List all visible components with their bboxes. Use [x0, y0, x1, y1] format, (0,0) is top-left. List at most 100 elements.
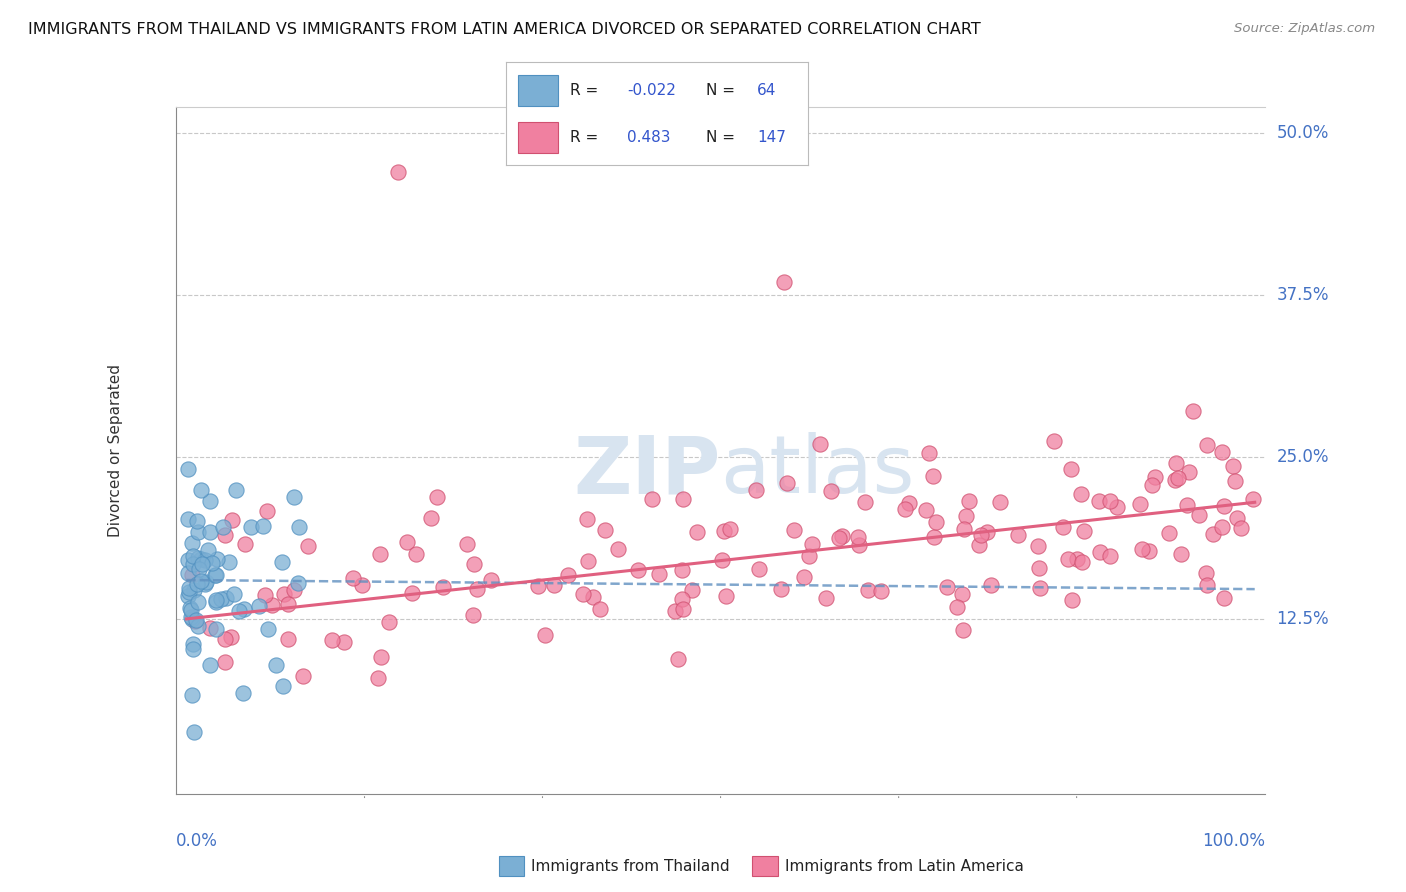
- Point: [1028, 561, 1050, 575]
- Text: N =: N =: [706, 130, 735, 145]
- Point: [575, 512, 598, 526]
- Point: [856, 583, 879, 598]
- Point: [420, 511, 443, 525]
- Point: [235, 537, 257, 551]
- Point: [955, 508, 977, 523]
- Point: [350, 578, 373, 592]
- Point: [193, 576, 215, 591]
- Point: [641, 491, 664, 506]
- Point: [176, 566, 198, 581]
- Point: [664, 604, 686, 618]
- Point: [1088, 493, 1111, 508]
- Point: [557, 568, 579, 582]
- Point: [183, 582, 205, 597]
- Point: [576, 554, 599, 568]
- Point: [198, 658, 221, 673]
- Point: [607, 541, 630, 556]
- Point: [814, 591, 837, 605]
- Point: [181, 557, 204, 571]
- Point: [666, 652, 689, 666]
- Point: [1170, 547, 1192, 561]
- Text: 147: 147: [756, 130, 786, 145]
- Point: [1066, 552, 1088, 566]
- Point: [593, 523, 616, 537]
- Point: [1202, 527, 1225, 541]
- Text: 0.0%: 0.0%: [176, 831, 218, 850]
- Text: 37.5%: 37.5%: [1277, 286, 1329, 304]
- Point: [180, 609, 202, 624]
- Point: [183, 614, 205, 628]
- Point: [716, 589, 738, 603]
- Point: [180, 603, 202, 617]
- Point: [1130, 542, 1153, 557]
- Point: [980, 578, 1002, 592]
- Point: [543, 577, 565, 591]
- Text: ZIP: ZIP: [574, 432, 721, 510]
- Point: [527, 579, 550, 593]
- Point: [671, 563, 693, 577]
- Point: [247, 599, 270, 614]
- Point: [918, 446, 941, 460]
- Text: 64: 64: [756, 83, 776, 97]
- Point: [225, 483, 247, 497]
- Text: 25.0%: 25.0%: [1277, 448, 1329, 466]
- Point: [479, 574, 502, 588]
- Point: [1090, 545, 1112, 559]
- Point: [1007, 528, 1029, 542]
- Text: Source: ZipAtlas.com: Source: ZipAtlas.com: [1234, 22, 1375, 36]
- Point: [456, 537, 478, 551]
- Point: [180, 611, 202, 625]
- Point: [387, 165, 409, 179]
- Point: [800, 537, 823, 551]
- Point: [1070, 487, 1092, 501]
- Point: [1140, 478, 1163, 492]
- Point: [925, 515, 948, 529]
- Point: [950, 587, 973, 601]
- Point: [396, 535, 419, 549]
- Point: [1098, 549, 1121, 564]
- Point: [184, 613, 207, 627]
- Point: [533, 628, 555, 642]
- Point: [214, 655, 236, 669]
- Text: R =: R =: [569, 130, 598, 145]
- Point: [1182, 404, 1205, 418]
- Point: [198, 621, 221, 635]
- Point: [773, 275, 796, 289]
- Point: [1188, 508, 1211, 522]
- Point: [782, 524, 804, 538]
- Point: [283, 490, 305, 504]
- Point: [1043, 434, 1066, 449]
- Point: [187, 619, 209, 633]
- Text: Immigrants from Latin America: Immigrants from Latin America: [785, 859, 1024, 873]
- Point: [214, 632, 236, 646]
- Point: [252, 518, 274, 533]
- Point: [183, 549, 205, 563]
- Point: [257, 622, 280, 636]
- Point: [1164, 473, 1187, 487]
- Point: [253, 588, 276, 602]
- Text: 50.0%: 50.0%: [1277, 124, 1329, 142]
- Text: N =: N =: [706, 83, 735, 97]
- Point: [1195, 578, 1218, 592]
- Point: [405, 547, 427, 561]
- Point: [831, 529, 853, 543]
- Point: [201, 556, 224, 570]
- Point: [186, 576, 208, 591]
- Point: [271, 679, 294, 693]
- Point: [187, 595, 209, 609]
- Point: [204, 593, 226, 607]
- Point: [214, 528, 236, 542]
- Point: [287, 576, 309, 591]
- Point: [277, 598, 299, 612]
- Point: [711, 553, 734, 567]
- Point: [914, 503, 936, 517]
- Point: [744, 483, 766, 497]
- Point: [367, 671, 389, 685]
- Point: [627, 563, 650, 577]
- Point: [186, 551, 208, 566]
- Point: [370, 649, 392, 664]
- Point: [205, 552, 228, 566]
- Point: [283, 582, 305, 597]
- Point: [988, 494, 1011, 508]
- Point: [232, 602, 254, 616]
